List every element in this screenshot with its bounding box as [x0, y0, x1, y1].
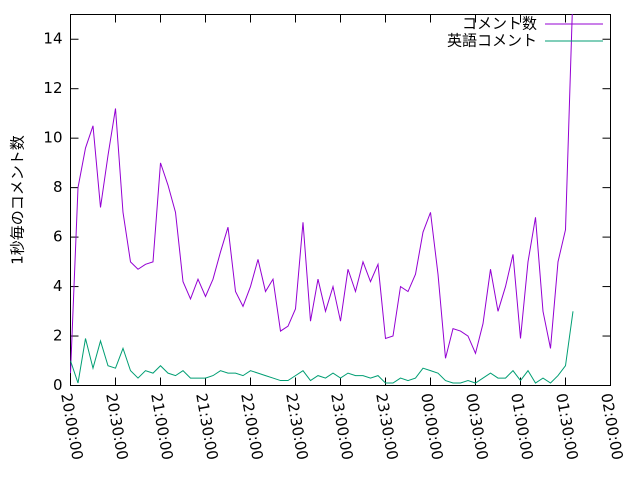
x-tick-label: 20:00:00 — [57, 392, 86, 461]
x-tick-label: 22:00:00 — [237, 392, 266, 461]
y-tick-label: 12 — [43, 79, 62, 97]
plot-lines — [70, 14, 574, 384]
x-tick-label: 21:00:00 — [147, 392, 176, 461]
x-tick-label: 23:30:00 — [372, 392, 401, 461]
y-tick-label: 6 — [53, 228, 63, 246]
y-tick-label: 0 — [53, 376, 63, 394]
y-tick-label: 2 — [53, 327, 63, 345]
x-tick-label: 00:00:00 — [417, 392, 446, 461]
y-axis-label: 1秒毎のコメント数 — [9, 135, 27, 265]
x-tick-label: 00:30:00 — [462, 392, 491, 461]
x-tick-label: 23:00:00 — [327, 392, 356, 461]
x-tick-label: 22:30:00 — [282, 392, 311, 461]
legend-label: コメント数 — [462, 15, 537, 33]
y-tick-label: 8 — [53, 178, 63, 196]
x-tick-label: 20:30:00 — [102, 392, 131, 461]
plot-frame — [70, 14, 611, 386]
x-tick-label: 01:30:00 — [552, 392, 581, 461]
x-tick-label: 02:00:00 — [597, 392, 626, 461]
y-tick-label: 10 — [43, 129, 62, 147]
y-tick-label: 4 — [53, 277, 63, 295]
legend-label: 英語コメント — [447, 32, 537, 50]
series-line — [70, 311, 574, 384]
y-tick-label: 14 — [43, 30, 62, 48]
x-tick-label: 01:00:00 — [507, 392, 536, 461]
series-line — [70, 14, 573, 374]
x-tick-label: 21:30:00 — [192, 392, 221, 461]
